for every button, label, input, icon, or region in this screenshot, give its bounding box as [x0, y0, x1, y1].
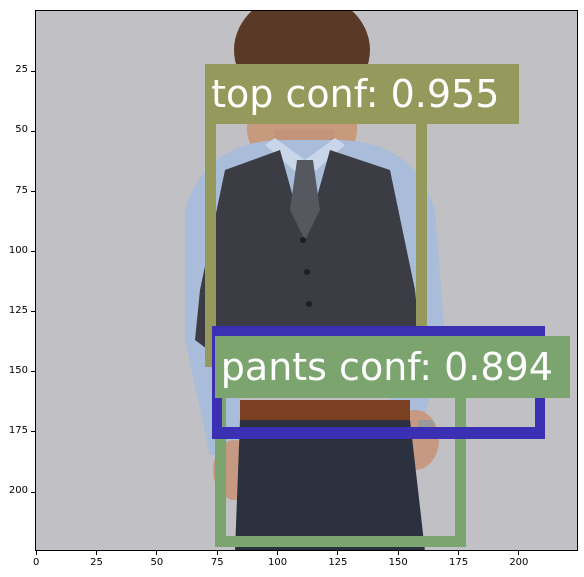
x-tick-label: 175 [448, 557, 469, 568]
x-tick-mark [96, 551, 98, 555]
x-tick-label: 150 [388, 557, 408, 568]
y-tick-label: 75 [15, 184, 28, 196]
x-tick-label: 200 [509, 557, 529, 568]
jeans [235, 420, 425, 551]
x-tick-mark [156, 551, 158, 555]
x-tick-label: 125 [328, 557, 348, 568]
y-tick-mark [31, 191, 35, 193]
x-tick-label: 0 [33, 557, 40, 568]
belt [240, 400, 410, 422]
tie [290, 160, 320, 240]
detection-label: pants conf: 0.894 [214, 335, 570, 399]
x-tick-mark [216, 551, 218, 555]
y-tick-mark [31, 431, 35, 433]
y-tick-label: 125 [8, 304, 28, 316]
y-tick-label: 25 [15, 64, 28, 76]
x-tick-mark [458, 551, 460, 555]
x-tick-label: 50 [150, 557, 164, 568]
y-tick-mark [31, 311, 35, 313]
y-tick-label: 175 [8, 424, 28, 436]
x-tick-mark [277, 551, 279, 555]
x-tick-mark [518, 551, 520, 555]
y-tick-mark [31, 491, 35, 493]
y-tick-mark [31, 371, 35, 373]
x-tick-mark [397, 551, 399, 555]
x-tick-label: 75 [210, 557, 224, 568]
y-tick-mark [31, 70, 35, 72]
x-tick-mark [35, 551, 37, 555]
collar [265, 138, 345, 180]
y-tick-label: 100 [8, 244, 28, 256]
y-tick-mark [31, 251, 35, 253]
x-tick-label: 100 [267, 557, 288, 568]
vest [195, 150, 420, 380]
y-tick-label: 50 [15, 124, 28, 136]
detection-label: top conf: 0.955 [205, 64, 519, 125]
y-tick-mark [31, 130, 35, 132]
x-tick-mark [337, 551, 339, 555]
y-tick-label: 150 [8, 364, 28, 376]
photo-canvas: top conf: 0.955 pants conf: 0.894 [35, 10, 578, 551]
y-tick-label: 200 [8, 485, 28, 497]
x-tick-label: 25 [90, 557, 103, 568]
